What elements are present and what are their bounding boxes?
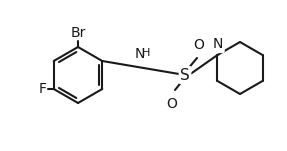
Text: N: N bbox=[212, 37, 223, 51]
Text: F: F bbox=[39, 82, 47, 96]
Text: O: O bbox=[193, 38, 204, 52]
Text: N: N bbox=[134, 47, 145, 61]
Text: Br: Br bbox=[70, 26, 86, 40]
Text: S: S bbox=[180, 67, 190, 82]
Text: O: O bbox=[166, 97, 177, 111]
Text: H: H bbox=[141, 48, 150, 58]
